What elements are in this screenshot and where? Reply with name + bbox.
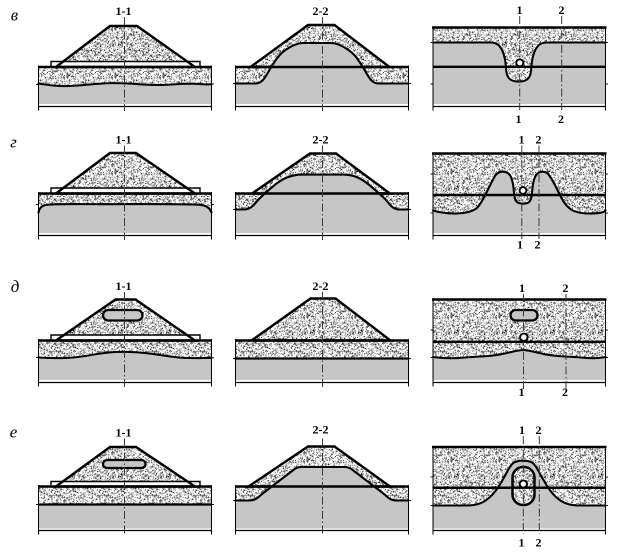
svg-text:2: 2 [536, 133, 542, 147]
svg-text:2: 2 [562, 385, 568, 399]
svg-text:1: 1 [519, 423, 525, 437]
svg-text:2-2: 2-2 [313, 133, 329, 147]
svg-text:2: 2 [535, 238, 541, 252]
svg-text:г: г [10, 133, 17, 152]
svg-text:1: 1 [517, 3, 523, 17]
svg-text:1: 1 [519, 281, 525, 295]
svg-text:2-2: 2-2 [313, 4, 329, 18]
svg-text:1-1: 1-1 [116, 279, 132, 293]
svg-text:в: в [11, 6, 19, 25]
svg-text:1-1: 1-1 [116, 426, 132, 440]
svg-text:1: 1 [519, 133, 525, 147]
svg-text:2: 2 [563, 281, 569, 295]
svg-text:д: д [11, 277, 20, 296]
svg-text:2-2: 2-2 [313, 423, 329, 437]
svg-text:1-1: 1-1 [116, 4, 132, 18]
svg-text:е: е [10, 423, 18, 442]
svg-text:1: 1 [517, 238, 523, 252]
svg-text:1-1: 1-1 [116, 133, 132, 147]
svg-text:2: 2 [536, 423, 542, 437]
svg-text:1: 1 [516, 112, 522, 126]
svg-text:2-2: 2-2 [313, 279, 329, 293]
svg-text:2: 2 [536, 536, 542, 550]
svg-text:2: 2 [558, 112, 564, 126]
svg-text:1: 1 [519, 536, 525, 550]
svg-text:2: 2 [559, 3, 565, 17]
svg-text:1: 1 [519, 385, 525, 399]
